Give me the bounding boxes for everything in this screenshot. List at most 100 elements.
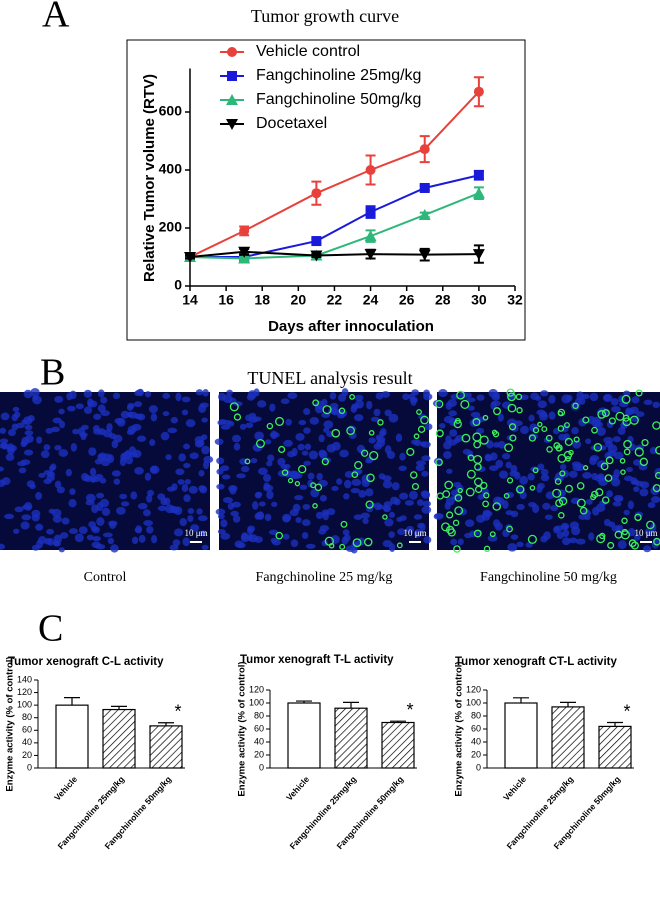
nucleus [291,447,298,457]
apoptotic-cell [506,525,513,533]
nucleus [200,434,208,440]
apoptotic-cell [516,407,523,414]
nucleus [93,413,102,420]
nucleus [257,400,267,408]
nucleus [23,501,33,511]
nucleus [310,488,320,498]
y-tick-label: 0 [174,277,182,293]
nucleus [331,485,339,492]
apoptotic-cell [615,411,625,421]
nucleus [612,501,622,507]
nucleus [229,486,237,495]
nucleus [572,439,582,449]
apoptotic-cell [274,416,285,426]
micrograph [0,387,214,553]
nucleus [443,450,452,459]
tunel-title: TUNEL analysis result [247,368,412,388]
nucleus [613,451,624,460]
nucleus [86,534,94,541]
nucleus [40,450,50,459]
apoptotic-cell [546,446,553,453]
nucleus [113,434,123,443]
nucleus [537,482,545,490]
nucleus [131,423,142,431]
nucleus [120,410,130,419]
nucleus [395,433,403,443]
nucleus [263,482,270,490]
chart-title: Tumor xenograft CT-L activity [455,656,617,668]
legend-marker [226,119,238,130]
nucleus [413,528,423,538]
y-tick-label: 60 [254,723,264,733]
nucleus [97,389,105,398]
apoptotic-cell [473,529,482,538]
nucleus [381,391,391,398]
nucleus [368,502,377,508]
nucleus [571,427,579,435]
nucleus [214,438,224,445]
nucleus [299,484,308,490]
nucleus [128,451,138,458]
nucleus [236,542,246,549]
nucleus [218,418,227,425]
apoptotic-cell [435,458,443,467]
panel-label: C [38,608,63,650]
bar [287,702,321,769]
nucleus [623,475,634,482]
nucleus [178,453,186,462]
apoptotic-cell [244,458,251,465]
apoptotic-cell [278,445,286,454]
nucleus [424,423,433,431]
nucleus [96,502,104,512]
apoptotic-cell [503,492,510,499]
apoptotic-cell [255,439,265,449]
nucleus [477,466,486,473]
nucleus [59,532,69,539]
nucleus [201,417,208,423]
nucleus [271,501,278,508]
nucleus [175,392,182,402]
nucleus [35,491,43,500]
bar [598,725,632,769]
nucleus [585,498,593,505]
nucleus [290,539,299,548]
apoptotic-cell [555,446,562,452]
nucleus [383,501,393,508]
nucleus [588,532,595,541]
nucleus [190,524,200,532]
nucleus [4,513,15,520]
nucleus [167,427,178,434]
nucleus [134,401,143,408]
nucleus [50,426,60,433]
nucleus [351,478,362,487]
apoptotic-cell [541,426,548,433]
nucleus [52,515,62,523]
apoptotic-cell [461,433,471,443]
nucleus [112,392,121,400]
nucleus [134,527,142,533]
apoptotic-cell [453,545,461,553]
nucleus [548,411,556,420]
apoptotic-cell [457,487,463,494]
nucleus [319,494,327,502]
nucleus [46,474,55,482]
nucleus [510,534,519,540]
nucleus [631,479,640,485]
nucleus [516,503,525,510]
nucleus [490,401,497,410]
apoptotic-cell [312,503,318,509]
micrograph [214,388,433,554]
apoptotic-cell [579,506,588,515]
nucleus [54,480,62,489]
apoptotic-cell [322,405,332,415]
nucleus [561,394,571,404]
nucleus [282,513,292,522]
nucleus [529,423,538,432]
nucleus [24,430,34,436]
nucleus [35,523,44,531]
apoptotic-cell [366,473,375,483]
nucleus [179,518,187,527]
apoptotic-cell [655,445,660,455]
nucleus [69,528,79,535]
apoptotic-cell [473,440,482,449]
